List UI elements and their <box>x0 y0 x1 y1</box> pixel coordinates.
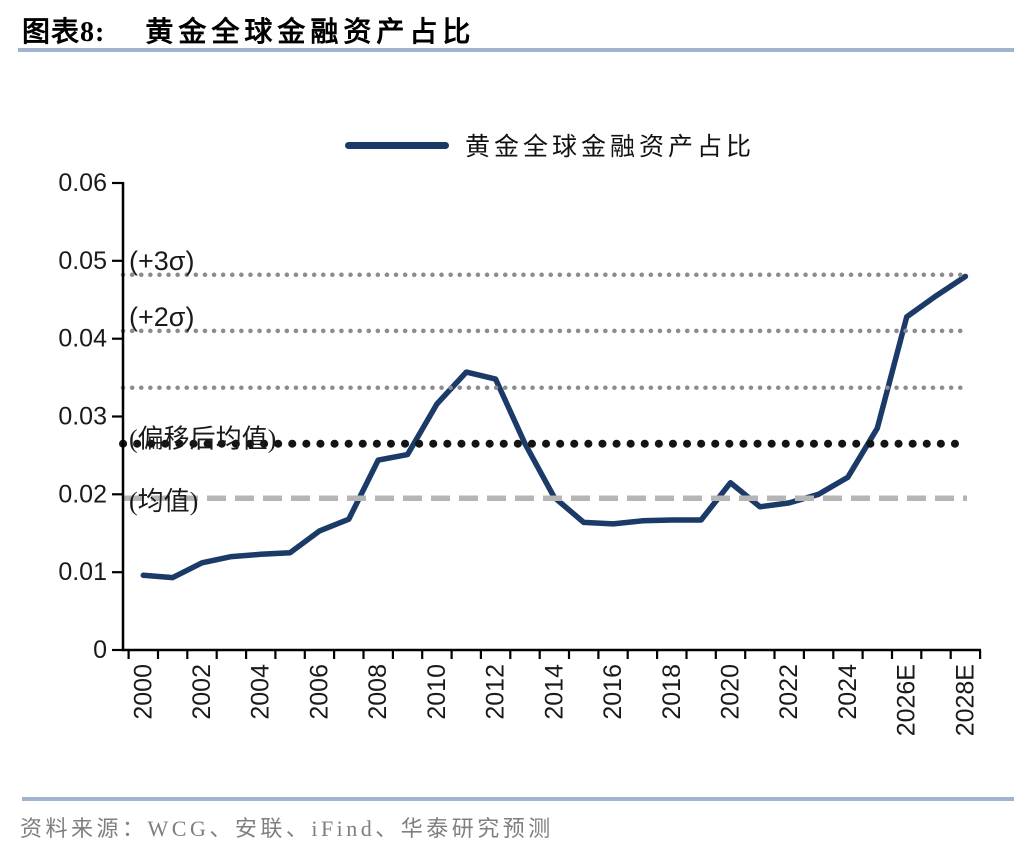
data-source-note: 资料来源：WCG、安联、iFind、华泰研究预测 <box>20 816 554 841</box>
y-axis-label: 0.05 <box>58 247 107 275</box>
y-axis-label: 0.02 <box>58 480 107 508</box>
footer-rule <box>22 797 1014 801</box>
chart-legend: 黄金全球金融资产占比 <box>345 127 755 163</box>
x-axis-label: 2018 <box>658 664 686 720</box>
x-axis-label: 2000 <box>129 664 157 720</box>
x-axis-label: 2010 <box>423 664 451 720</box>
x-axis-label: 2014 <box>540 664 568 720</box>
x-axis-label: 2002 <box>188 664 216 720</box>
y-axis-label: 0.06 <box>58 169 107 197</box>
x-axis-label: 2028E <box>951 664 979 736</box>
legend-label: 黄金全球金融资产占比 <box>465 134 756 161</box>
y-axis-label: 0 <box>93 636 107 664</box>
legend-line-swatch <box>345 141 449 149</box>
x-axis-label: 2004 <box>247 664 275 720</box>
reference-line-label-0: (+3σ) <box>129 246 194 276</box>
x-axis-label: 2008 <box>364 664 392 720</box>
x-axis-label: 2006 <box>306 664 334 720</box>
x-axis-label: 2022 <box>775 664 803 720</box>
axes <box>121 182 981 652</box>
x-axis-label: 2012 <box>482 664 510 720</box>
x-axis-label: 2024 <box>834 664 862 720</box>
y-axis-label: 0.03 <box>58 403 107 431</box>
x-axis-label: 2016 <box>599 664 627 720</box>
y-axis-label: 0.04 <box>58 325 107 353</box>
reference-line-label-3: (偏移后均值) <box>129 425 276 454</box>
y-axis-label: 0.01 <box>58 558 107 586</box>
title-underline-rule <box>18 48 1014 52</box>
x-axis-label: 2026E <box>893 664 921 736</box>
reference-line-label-1: (+2σ) <box>129 302 194 332</box>
figure-title-block: 图表8: 黄金全球金融资产占比 <box>22 10 475 50</box>
figure-number-label: 图表8: <box>22 17 106 48</box>
x-axis-label: 2020 <box>717 664 745 720</box>
reference-line-label-4: (均值) <box>129 487 198 516</box>
figure-title: 黄金全球金融资产占比 <box>145 17 476 48</box>
